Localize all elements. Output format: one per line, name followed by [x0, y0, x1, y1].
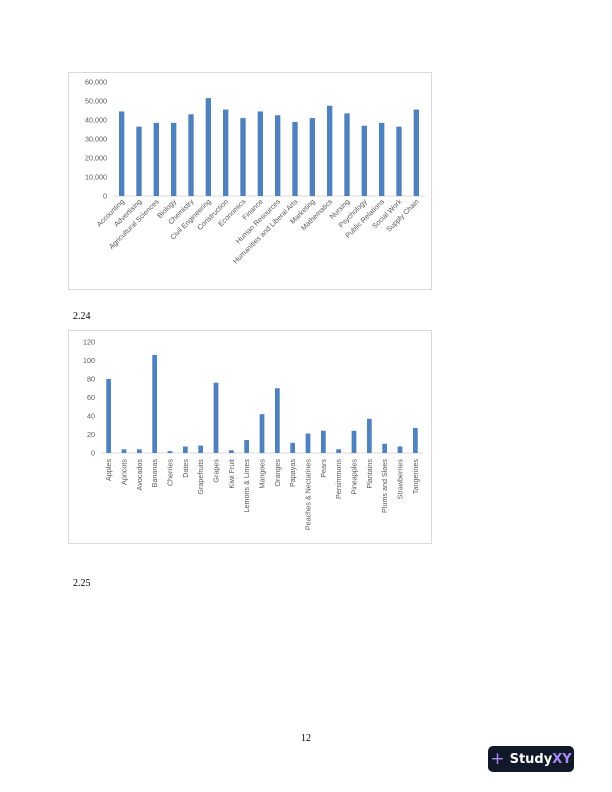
- bar: [305, 433, 311, 453]
- bar: [198, 445, 204, 453]
- chart-svg-1: 010,00020,00030,00040,00050,00060,000Acc…: [85, 78, 425, 266]
- brand-name-main: Study: [509, 751, 553, 767]
- chart-fruit-quantities: 0 20 40 60 80 100 120 Apples Apricots Avocados Ban…: [68, 330, 432, 544]
- bar: [292, 121, 298, 196]
- bar: [382, 443, 388, 453]
- section-label-2-24: 2.24: [73, 311, 91, 322]
- bar: [309, 118, 316, 196]
- bar: [290, 442, 296, 453]
- bar: [378, 122, 385, 196]
- x-tick-label: Grapes: [212, 459, 221, 483]
- bar: [121, 449, 127, 453]
- brand-name-accent: XY: [552, 751, 572, 767]
- section-label-2-25: 2.25: [73, 578, 91, 589]
- x-tick-label: Mangoes: [258, 459, 267, 489]
- x-tick-label: Kiwi Fruit: [227, 459, 236, 489]
- x-tick-label: Strawberries: [396, 459, 405, 500]
- chart-salaries-by-major: 0 10,000 20,000 30,000 40,000 50,000 60,000 Acc…: [68, 72, 432, 290]
- bar: [213, 382, 219, 453]
- bar: [244, 440, 250, 453]
- x-tick-label: Tangerines: [411, 459, 420, 495]
- y-tick-label: 60,000: [85, 78, 107, 87]
- x-tick-label: Oranges: [273, 459, 282, 487]
- x-tick-label: Apples: [104, 459, 113, 481]
- bar: [274, 388, 280, 453]
- bar: [118, 111, 125, 196]
- bar: [259, 414, 265, 453]
- bar: [170, 122, 177, 196]
- bar: [167, 451, 173, 453]
- bar: [397, 446, 403, 453]
- bar: [412, 428, 418, 453]
- y-tick-label: 0: [103, 192, 107, 201]
- y-tick-label: 20,000: [85, 154, 107, 163]
- y-tick-label: 60: [87, 393, 95, 402]
- y-tick-label: 10,000: [85, 173, 107, 182]
- chart-svg-2: 0 20 40 60 80 100 120 Apples Apricots Avocados Ban…: [83, 338, 423, 531]
- x-tick-label: Bananas: [150, 459, 159, 488]
- x-tick-label: Cherries: [166, 459, 175, 487]
- brand-name: StudyXY: [510, 752, 572, 767]
- x-tick-label: Pears: [319, 459, 328, 478]
- bar: [240, 118, 246, 196]
- bar: [152, 354, 158, 453]
- x-tick-label: Peaches & Nectarines: [304, 459, 313, 531]
- bar: [351, 430, 357, 453]
- x-tick-label: Dates: [181, 459, 190, 478]
- y-tick-label: 50,000: [85, 97, 107, 106]
- bar: [182, 446, 188, 453]
- y-tick-label: 40: [87, 412, 95, 421]
- y-tick-label: 0: [91, 449, 95, 458]
- plus-icon: +: [490, 748, 505, 769]
- y-tick-label: 40,000: [85, 116, 107, 125]
- bar: [336, 449, 342, 453]
- x-tick-label: Lemons & Limes: [242, 459, 251, 513]
- x-tick-label: Papayas: [288, 459, 297, 487]
- brand-badge[interactable]: + StudyXY: [488, 746, 574, 772]
- x-tick-label: Grapefruits: [196, 459, 205, 495]
- bar: [188, 114, 194, 196]
- bar: [106, 379, 112, 453]
- bar: [205, 98, 212, 196]
- bar: [413, 109, 420, 196]
- y-tick-label: 120: [83, 338, 95, 347]
- y-tick-label: 80: [87, 375, 95, 384]
- bar: [326, 105, 333, 196]
- bar: [396, 126, 402, 196]
- x-tick-label: Plantains: [365, 459, 374, 489]
- page-number: 12: [301, 733, 311, 744]
- bar: [366, 418, 372, 453]
- bar: [274, 115, 281, 196]
- bar: [361, 125, 368, 196]
- x-tick-label: Pineapples: [350, 459, 359, 495]
- x-tick-label: Apricots: [120, 459, 129, 485]
- bar: [228, 450, 234, 453]
- bar: [153, 122, 160, 196]
- x-tick-label: Persimmons: [334, 459, 343, 499]
- y-tick-label: 20: [87, 430, 95, 439]
- x-tick-label: Avocados: [135, 459, 144, 491]
- bar: [136, 449, 142, 453]
- bar: [320, 430, 326, 453]
- bar: [136, 126, 142, 196]
- y-tick-label: 100: [83, 356, 95, 365]
- bar: [257, 111, 264, 196]
- x-tick-label: Plums and Sloes: [380, 459, 389, 513]
- bar: [222, 109, 229, 196]
- y-tick-label: 30,000: [85, 135, 107, 144]
- bar: [344, 113, 350, 196]
